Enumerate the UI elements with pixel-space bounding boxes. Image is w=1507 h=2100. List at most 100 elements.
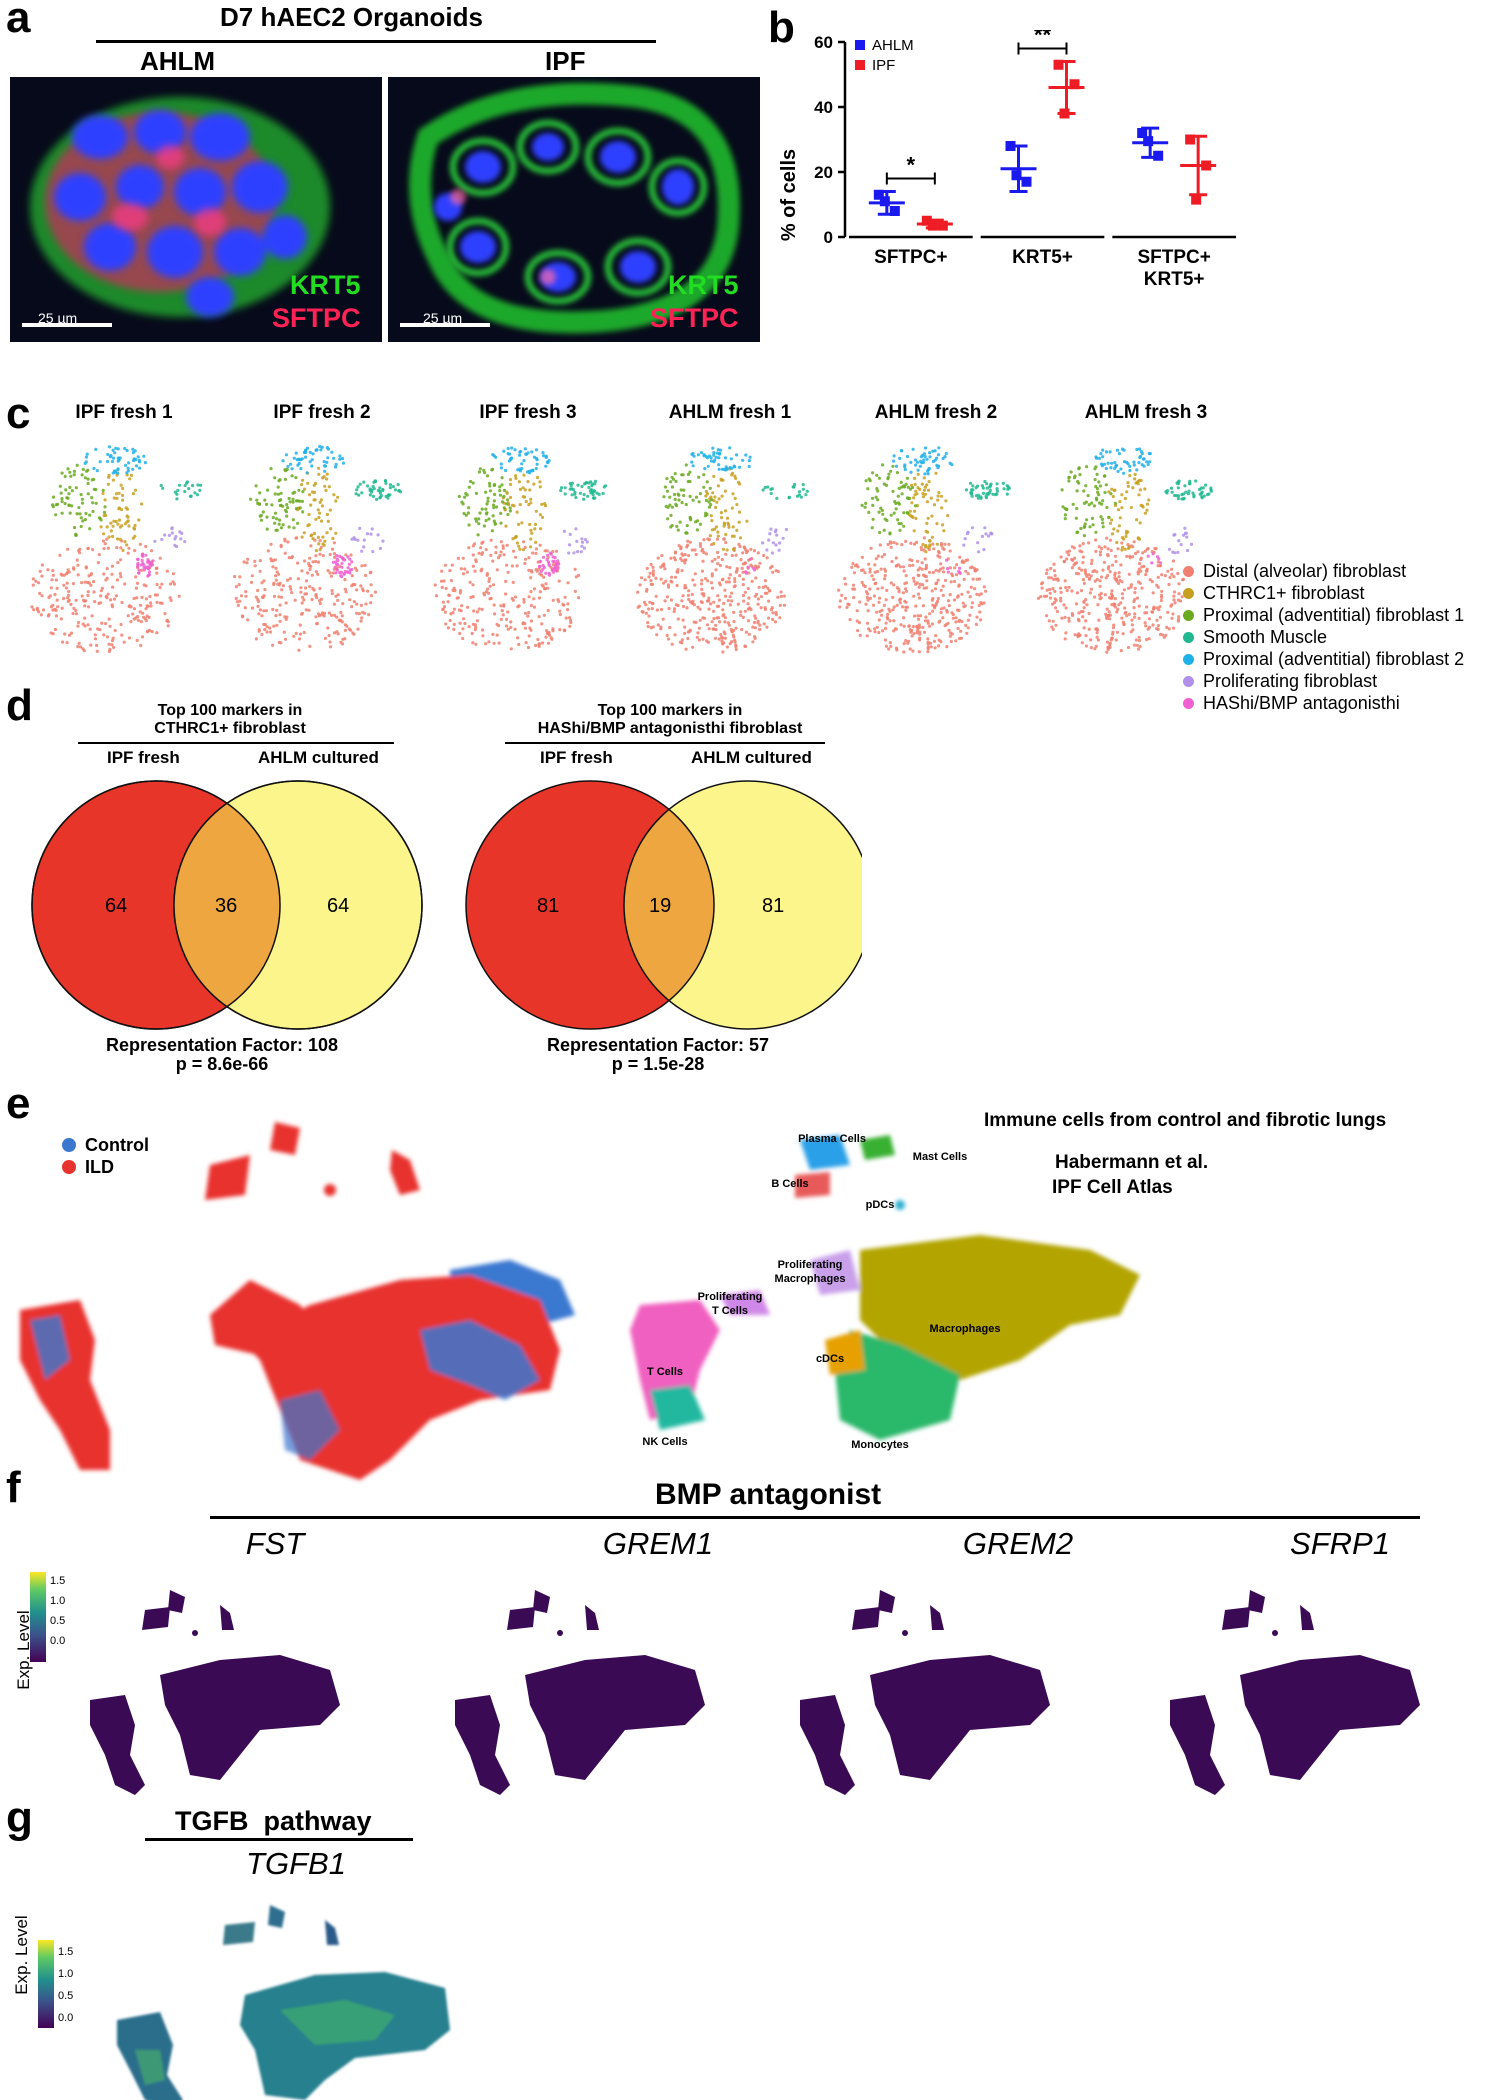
featureplot-grem2 [800,1590,1050,1795]
x-tick-label: SFTPC+ [1137,247,1210,268]
panel-label-b: b [768,3,795,52]
venn-left-only2: 64 [327,895,350,917]
legend-label: Proximal (adventitial) fibroblast 2 [1203,648,1465,669]
venn-left-both: 36 [215,895,238,917]
venn-right-set2: AHLM cultured [691,748,812,767]
venn-left-p: p = 8.6e-66 [175,1054,269,1074]
venn-right-only2: 81 [762,895,785,917]
chart-ylabel: % of cells [778,149,800,241]
scalebar-ipf-label: 25 µm [423,310,463,326]
panel-label-c: c [6,389,31,438]
legend-label: Distal (alveolar) fibroblast [1203,560,1407,581]
venn-right-header-line2: HAShi/BMP antagonisthi fibroblast [537,720,803,737]
legend-label: IPF [872,57,895,74]
colorbar-f-tick: 1.5 [50,1575,66,1587]
featureplot-fst [90,1590,340,1795]
cluster-label: Mast Cells [913,1151,967,1163]
cluster-label: pDCs [866,1199,895,1211]
legend-label: CTHRC1+ fibroblast [1203,582,1365,603]
legend-label-control: Control [85,1134,149,1155]
legend-item-has-bmp: HAShi/BMP antagonisthi [1183,692,1503,714]
panel-g-featureplot [38,1905,450,2100]
data-point [921,215,932,226]
panel-f-featureplots [30,1572,1420,1795]
panel-label-a: a [6,0,31,42]
venn-left-header-line2: CTHRC1+ fibroblast [154,720,306,737]
legend-dot-ild [62,1160,76,1174]
legend-dot [1183,609,1194,621]
cluster-label: B Cells [771,1178,808,1190]
umap-plot-2 [233,444,403,652]
venn-right-set1: IPF fresh [540,748,613,767]
umap-plot-5 [837,446,1011,654]
x-tick-label-line2: KRT5+ [1144,269,1205,290]
x-tick-label: SFTPC+ [874,247,947,268]
significance-label: * [907,153,916,178]
panel-f-title: BMP antagonist [655,1478,882,1511]
cluster-label: Proliferating [778,1259,843,1271]
micrograph-ipf [388,77,760,342]
panel-label-d: d [6,681,33,730]
legend-item-distal: Distal (alveolar) fibroblast [1183,560,1503,582]
y-tick-label: 0 [824,228,833,247]
venn-left-header-line1: Top 100 markers in [157,702,303,719]
venn-left-stats: Representation Factor: 108 p = 8.6e-66 [72,1036,372,1074]
colorbar-g [38,1940,54,2028]
series-ahlm-cat-2 [1132,126,1169,161]
venn-left [31,780,423,1030]
micrograph-ahlm-art [22,97,330,327]
legend-item-proliferating: Proliferating fibroblast [1183,670,1503,692]
scalebar-ahlm [22,323,112,327]
colorbar-g-label: Exp. Level [12,1915,31,1995]
umap-title-1: IPF fresh 1 [75,402,173,423]
legend-item-control: Control [62,1134,149,1156]
legend-item-proximal-1: Proximal (adventitial) fibroblast 1 [1183,604,1503,626]
umap-plot-4 [636,446,809,654]
legend-label: Smooth Muscle [1203,626,1328,647]
umap-condition [20,1122,575,1480]
umap-title-2: IPF fresh 2 [273,402,371,423]
data-point [1185,134,1196,145]
venn-right-rule [505,742,825,744]
legend-dot [1183,565,1194,577]
data-point [879,196,890,207]
legend-item-smooth-muscle: Smooth Muscle [1183,626,1503,648]
gene-label-tgfb1: TGFB1 [246,1846,346,1881]
panel-label-e: e [6,1079,31,1128]
cluster-label: NK Cells [642,1436,687,1448]
panel-e-citation-2: IPF Cell Atlas [1052,1177,1173,1198]
panel-e-citation-1: Habermann et al. [1055,1152,1209,1173]
umap-celltype [630,1135,1140,1440]
venn-right [465,780,862,1030]
legend-swatch [855,60,865,70]
cluster-label: Proliferating [698,1291,763,1303]
featureplot-tgfb1 [117,1905,450,2100]
cluster-label-line2: Macrophages [775,1273,846,1285]
venn-left-only1: 64 [105,895,128,917]
data-point [1143,136,1154,147]
umap-title-4: AHLM fresh 1 [668,402,792,423]
umap-title-3: IPF fresh 3 [479,402,577,423]
panel-e-legend: Control ILD [62,1134,149,1178]
venn-left-rule [78,742,394,744]
series-ipf-cat-2 [1180,134,1217,205]
legend-label: HAShi/BMP antagonisthi [1203,692,1400,713]
data-point [1137,128,1148,138]
legend-item-cthrc1: CTHRC1+ fibroblast [1183,582,1503,604]
series-ipf-cat-0 [916,215,953,231]
data-point [873,189,884,200]
panel-g-title: TGFB pathway [175,1806,372,1836]
venn-right-p: p = 1.5e-28 [611,1054,705,1074]
data-point [889,206,900,216]
colorbar-g-tick: 1.5 [58,1946,74,1958]
x-tick-label: KRT5+ [1012,247,1073,268]
data-point [937,220,948,231]
legend-dot-control [62,1138,76,1152]
y-tick-label: 40 [814,98,833,117]
panel-a-ipf-label: IPF [545,46,586,76]
umap-plot-6 [1036,447,1213,654]
panel-label-g: g [6,1793,33,1842]
umap-title-5: AHLM fresh 2 [874,402,998,423]
gene-label-grem2: GREM2 [962,1526,1074,1561]
data-point [1011,170,1022,181]
